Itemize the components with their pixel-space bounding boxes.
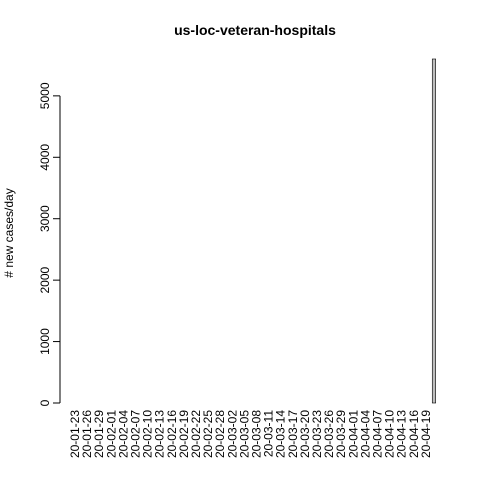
x-tick-label: 20-02-19 (177, 410, 191, 458)
y-tick-label: 1000 (38, 328, 52, 355)
bar (431, 58, 436, 404)
x-tick-label: 20-02-13 (153, 410, 167, 458)
y-tick-label: 2000 (38, 266, 52, 293)
x-tick-label: 20-01-23 (68, 410, 82, 458)
x-tick-label: 20-02-22 (189, 410, 203, 458)
y-tick-label: 0 (38, 399, 52, 406)
x-tick-label: 20-02-04 (116, 410, 130, 458)
x-tick-label: 20-04-19 (419, 410, 433, 458)
x-tick-label: 20-03-17 (286, 410, 300, 458)
x-tick-label: 20-02-16 (165, 410, 179, 458)
x-tick-label: 20-03-05 (237, 410, 251, 458)
y-tick-label: 5000 (38, 82, 52, 109)
bars (431, 58, 436, 404)
x-tick-label: 20-03-14 (274, 410, 288, 458)
x-tick-label: 20-02-25 (201, 410, 215, 458)
x-tick-label: 20-02-01 (104, 410, 118, 458)
x-tick-label: 20-03-11 (262, 410, 276, 457)
y-tick-label: 4000 (38, 144, 52, 171)
x-tick-label: 20-04-01 (346, 410, 360, 458)
x-tick-label: 20-04-13 (395, 410, 409, 458)
x-tick-label: 20-03-08 (250, 410, 264, 458)
x-tick-label: 20-04-10 (383, 410, 397, 458)
x-tick-label: 20-03-29 (334, 410, 348, 458)
x-tick-label: 20-01-26 (80, 410, 94, 458)
x-tick-label: 20-02-07 (129, 410, 143, 458)
x-tick-label: 20-02-10 (141, 410, 155, 458)
x-tick-label: 20-03-23 (310, 410, 324, 458)
x-tick-label: 20-03-26 (322, 410, 336, 458)
y-axis: 0 1000 2000 3000 4000 5000 (38, 82, 61, 406)
x-tick-label: 20-04-16 (407, 410, 421, 458)
x-tick-label: 20-04-04 (358, 410, 372, 458)
x-tick-label: 20-01-29 (92, 410, 106, 458)
x-axis: 20-01-2320-01-2620-01-2920-02-0120-02-04… (68, 410, 433, 458)
x-tick-label: 20-04-07 (371, 410, 385, 458)
y-axis-label: # new cases/day (2, 188, 16, 277)
y-tick-label: 3000 (38, 205, 52, 232)
x-tick-label: 20-03-20 (298, 410, 312, 458)
chart-title: us-loc-veteran-hospitals (174, 22, 336, 38)
x-tick-label: 20-03-02 (225, 410, 239, 458)
x-tick-label: 20-02-28 (213, 410, 227, 458)
